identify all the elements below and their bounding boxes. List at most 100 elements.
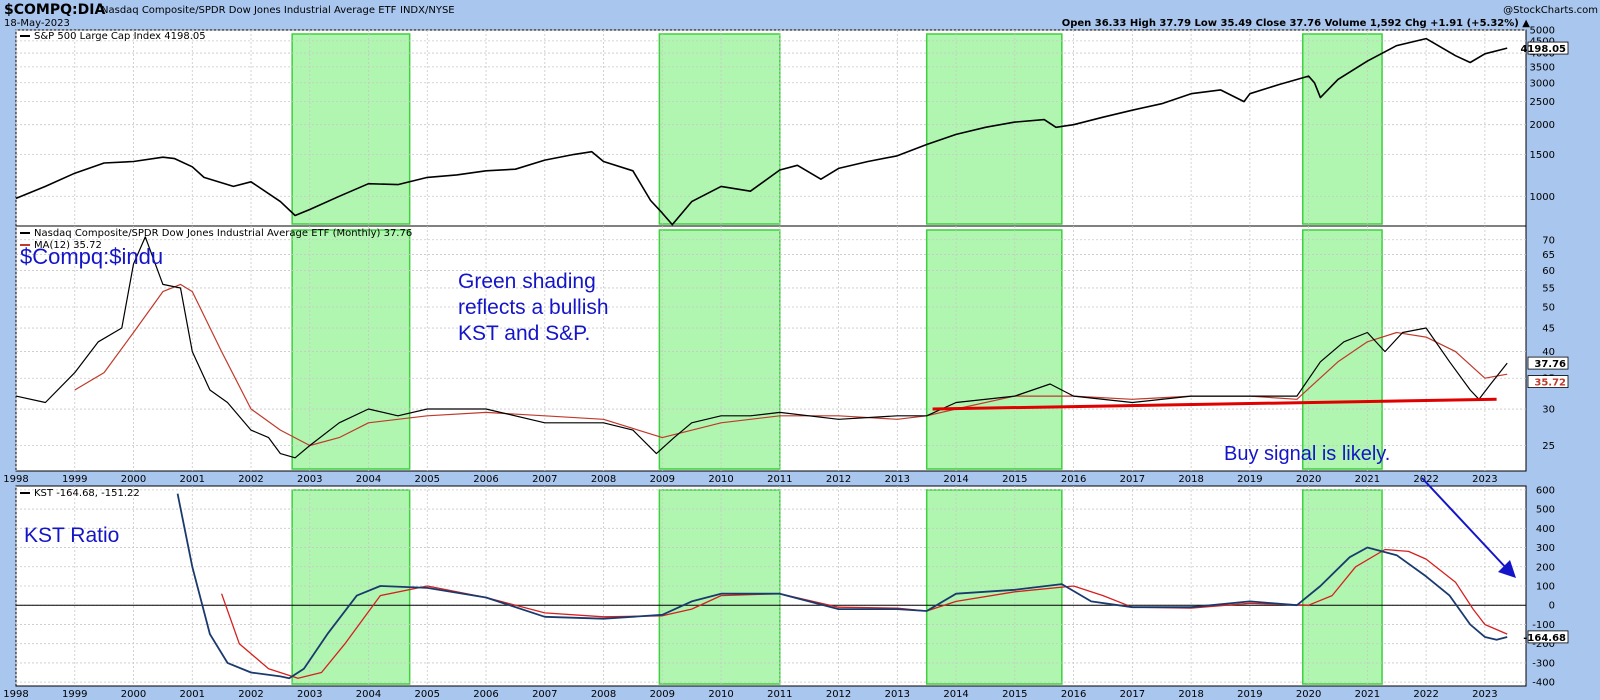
y-tick-label: 100	[1536, 582, 1555, 593]
year-label-mid: 2000	[121, 474, 146, 485]
green-shade-4-panel-2	[1301, 229, 1383, 470]
year-label-mid: 2005	[415, 474, 440, 485]
year-label-mid: 2020	[1296, 474, 1321, 485]
year-label-mid: 2022	[1413, 474, 1438, 485]
year-label-mid: 2011	[767, 474, 792, 485]
y-tick-label: 2500	[1530, 97, 1555, 108]
y-tick-label: 5000	[1530, 26, 1555, 37]
green-shade-1-panel-2	[291, 229, 411, 470]
year-label-mid: 2009	[650, 474, 675, 485]
green-shade-2-panel-2	[658, 229, 781, 470]
ratio-last-value-text: 37.76	[1534, 359, 1566, 370]
date-label: 18-May-2023	[4, 18, 70, 29]
year-label-bottom: 2003	[297, 689, 322, 700]
year-label-bottom: 2020	[1296, 689, 1321, 700]
green-shade-3-panel-1	[925, 33, 1063, 225]
year-label-mid: 2017	[1120, 474, 1145, 485]
year-label-bottom: 2017	[1120, 689, 1145, 700]
sp500-line	[15, 37, 1508, 226]
year-label-mid: 2012	[826, 474, 851, 485]
y-tick-label: 60	[1542, 266, 1555, 277]
year-label-bottom: 2016	[1061, 689, 1086, 700]
year-label-bottom: 1998	[3, 689, 28, 700]
year-label-mid: 2013	[885, 474, 910, 485]
year-label-mid: 2023	[1472, 474, 1497, 485]
year-label-bottom: 2002	[238, 689, 263, 700]
y-tick-label: 40	[1542, 347, 1555, 358]
y-tick-label: 1500	[1530, 150, 1555, 161]
legend-kst-label: KST -164.68, -151.22	[34, 488, 140, 499]
green-shade-4-panel-1	[1301, 33, 1383, 225]
series-name: Nasdaq Composite/SPDR Dow Jones Industri…	[101, 5, 397, 16]
year-label-bottom: 2011	[767, 689, 792, 700]
y-tick-label: 1000	[1530, 192, 1555, 203]
y-tick-label: 25	[1542, 441, 1555, 452]
year-label-mid: 2015	[1002, 474, 1027, 485]
buy-signal-annotation: Buy signal is likely.	[1224, 443, 1390, 465]
year-label-mid: 2016	[1061, 474, 1086, 485]
support-trendline	[932, 397, 1497, 411]
year-label-mid: 2003	[297, 474, 322, 485]
year-label-mid: 2010	[708, 474, 733, 485]
year-label-bottom: 2009	[650, 689, 675, 700]
green-shade-2-panel-1	[658, 33, 781, 225]
year-label-bottom: 2008	[591, 689, 616, 700]
shading-note-line1: Green shading	[458, 270, 596, 293]
sp500-last-value-box	[1527, 41, 1569, 55]
year-label-mid: 2008	[591, 474, 616, 485]
y-tick-label: 3500	[1530, 62, 1555, 73]
year-label-mid: 2014	[943, 474, 968, 485]
year-label-mid: 2006	[473, 474, 498, 485]
year-label-bottom: 2005	[415, 689, 440, 700]
green-shade-4-panel-3	[1301, 489, 1383, 685]
year-label-mid: 2007	[532, 474, 557, 485]
year-label-bottom: 1999	[62, 689, 87, 700]
ratio-last-value-box	[1527, 356, 1569, 370]
year-label-bottom: 2001	[180, 689, 205, 700]
year-label-bottom: 2014	[943, 689, 968, 700]
year-label-bottom: 2018	[1178, 689, 1203, 700]
y-tick-label: 45	[1542, 324, 1555, 335]
symbol-title: $COMPQ:DIA	[4, 2, 105, 18]
green-shade-1-panel-1	[291, 33, 411, 225]
ratio-annotation: $Compq:$indu	[20, 244, 163, 269]
green-shade-3-panel-2	[925, 229, 1063, 470]
year-label-mid: 2018	[1178, 474, 1203, 485]
y-tick-label: 65	[1542, 250, 1555, 261]
year-label-mid: 1998	[3, 474, 28, 485]
y-tick-label: 50	[1542, 302, 1555, 313]
year-label-bottom: 2023	[1472, 689, 1497, 700]
y-tick-label: 3000	[1530, 78, 1555, 89]
year-label-bottom: 2000	[121, 689, 146, 700]
y-tick-label: 500	[1536, 505, 1555, 516]
kst-annotation: KST Ratio	[24, 524, 119, 547]
legend-ratio: Nasdaq Composite/SPDR Dow Jones Industri…	[20, 228, 412, 251]
year-label-bottom: 2013	[885, 689, 910, 700]
y-tick-label: 30	[1542, 405, 1555, 416]
legend-ratio-label: Nasdaq Composite/SPDR Dow Jones Industri…	[34, 228, 412, 239]
kst-last-value-text: -164.68	[1523, 633, 1566, 644]
year-label-mid: 2001	[180, 474, 205, 485]
year-label-bottom: 2010	[708, 689, 733, 700]
shading-note-line2: reflects a bullish	[458, 296, 609, 319]
year-label-mid: 2019	[1237, 474, 1262, 485]
ma-last-value-text: 35.72	[1534, 378, 1566, 389]
kst-last-value-box	[1527, 630, 1569, 644]
y-tick-label: -300	[1532, 658, 1555, 669]
legend-ma-label: MA(12) 35.72	[34, 240, 102, 251]
y-tick-label: -400	[1532, 678, 1555, 689]
legend-kst: KST -164.68, -151.22	[20, 488, 140, 499]
year-label-mid: 2021	[1355, 474, 1380, 485]
year-label-bottom: 2004	[356, 689, 381, 700]
ratio-line	[15, 236, 1508, 459]
ma-last-value-box	[1527, 375, 1569, 388]
ratio-ma-line	[74, 283, 1508, 447]
y-tick-label: 300	[1536, 543, 1555, 554]
year-label-bottom: 2007	[532, 689, 557, 700]
y-tick-label: 600	[1536, 485, 1555, 496]
y-tick-label: 70	[1542, 235, 1555, 246]
year-label-bottom: 2022	[1413, 689, 1438, 700]
year-label-bottom: 2012	[826, 689, 851, 700]
green-shade-2-panel-3	[658, 489, 781, 685]
y-tick-label: 2000	[1530, 120, 1555, 131]
